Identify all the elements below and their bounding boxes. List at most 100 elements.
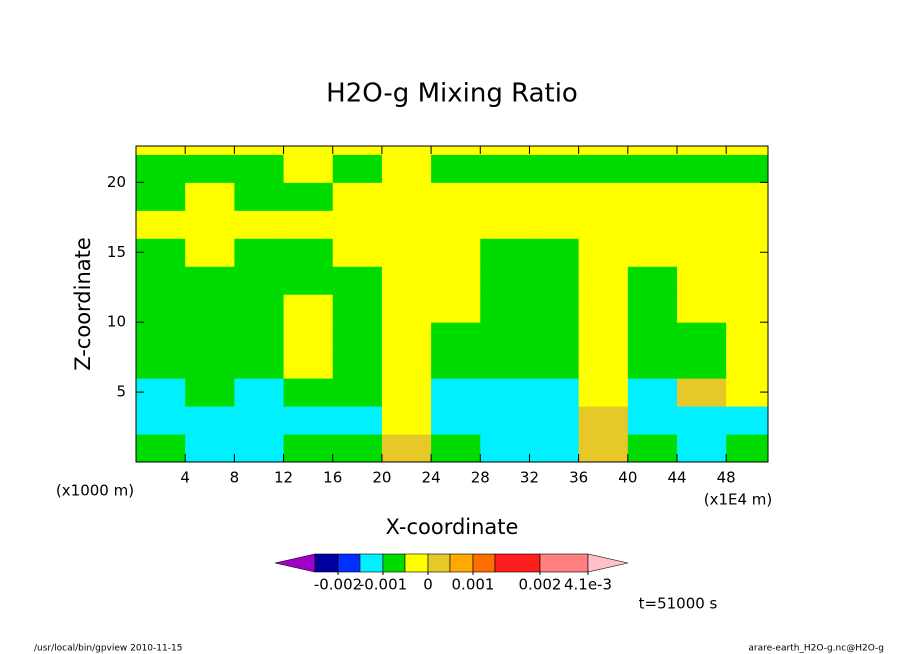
field-cell [627, 238, 678, 267]
field-cell [381, 378, 432, 407]
field-cell [677, 154, 727, 183]
field-cell [332, 350, 383, 379]
field-cell [431, 146, 481, 155]
time-label: t=51000 s [639, 595, 718, 613]
field-cell [431, 210, 481, 239]
field-cell [677, 378, 727, 407]
field-cell [677, 182, 727, 211]
field-cell [578, 182, 629, 211]
field-cell [234, 146, 285, 155]
field-cell [381, 294, 432, 323]
x-tick-label: 44 [667, 469, 686, 487]
field-cell [185, 378, 235, 407]
colorbar-box [359, 553, 384, 573]
field-cell [381, 406, 432, 435]
field-cell [431, 154, 481, 183]
field-cell [578, 350, 629, 379]
chart-title: H2O-g Mixing Ratio [326, 79, 578, 109]
field-cell [529, 434, 580, 462]
colorbar-tick-label: -0.002 [314, 576, 362, 594]
field-cell [677, 210, 727, 239]
field-cell [234, 378, 285, 407]
x-tick-label: 12 [274, 469, 293, 487]
colorbar-box [427, 553, 451, 573]
field-cell [332, 406, 383, 435]
field-cell [578, 154, 629, 183]
field-cell [381, 266, 432, 295]
field-cell [627, 154, 678, 183]
colorbar-tick-label: 0.002 [519, 576, 562, 594]
field-cell [283, 350, 334, 379]
field-cell [578, 322, 629, 351]
field-cell [332, 322, 383, 351]
field-cell [136, 294, 186, 323]
colorbar-box [539, 553, 589, 573]
x-tick-label: 20 [372, 469, 391, 487]
field-cell [627, 350, 678, 379]
x-tick-label: 32 [520, 469, 539, 487]
field-cell [283, 154, 334, 183]
footer-right: arare-earth_H2O-g.nc@H2O-g [748, 644, 884, 654]
field-cell [480, 322, 530, 351]
field-cell [185, 294, 235, 323]
colorbar-box [494, 553, 541, 573]
field-cell [234, 238, 285, 267]
field-cell [136, 154, 186, 183]
field-cell [136, 350, 186, 379]
colorbar-tick-label: 0.001 [452, 576, 495, 594]
field-cell [431, 294, 481, 323]
colorbar-tick-label: 0 [423, 576, 433, 594]
field-cell [185, 406, 235, 435]
field-cell [431, 406, 481, 435]
colorbar-box [404, 553, 429, 573]
field-cell [529, 266, 580, 295]
footer-left: /usr/local/bin/gpview 2010-11-15 [34, 644, 182, 654]
field-cell [136, 322, 186, 351]
field-cell [332, 182, 383, 211]
field-cell [136, 182, 186, 211]
x-unit: (x1000 m) [56, 482, 134, 500]
field-cell [185, 146, 235, 155]
field-cell [332, 238, 383, 267]
field-cell [136, 434, 186, 462]
field-cell [136, 238, 186, 267]
y-tick-label: 20 [107, 173, 126, 191]
field-cell [677, 350, 727, 379]
field-cell [381, 210, 432, 239]
field-cell [381, 322, 432, 351]
field-cell [234, 154, 285, 183]
field-cell [234, 182, 285, 211]
field-cell [529, 350, 580, 379]
field-cell [381, 146, 432, 155]
field-cell [627, 322, 678, 351]
field-cell [726, 210, 768, 239]
field-cell [529, 238, 580, 267]
field-cell [283, 294, 334, 323]
field-cell [726, 322, 768, 351]
field-cell [578, 146, 629, 155]
field-cell [480, 378, 530, 407]
field-cell [234, 266, 285, 295]
field-cell [431, 266, 481, 295]
colorbar-over [587, 553, 629, 573]
field [136, 146, 768, 462]
x-tick-label: 16 [323, 469, 342, 487]
field-cell [283, 238, 334, 267]
field-cell [627, 266, 678, 295]
field-cell [627, 182, 678, 211]
field-cell [480, 210, 530, 239]
x-axis-label: X-coordinate [386, 515, 519, 539]
y-tick-label: 5 [116, 383, 126, 401]
field-cell [381, 350, 432, 379]
field-cell [431, 434, 481, 462]
field-cell [283, 210, 334, 239]
field-cell [136, 266, 186, 295]
field-cell [332, 378, 383, 407]
field-cell [480, 238, 530, 267]
field-cell [283, 406, 334, 435]
field-cell [726, 146, 768, 155]
field-cell [627, 294, 678, 323]
field-cell [480, 266, 530, 295]
field-cell [726, 406, 768, 435]
